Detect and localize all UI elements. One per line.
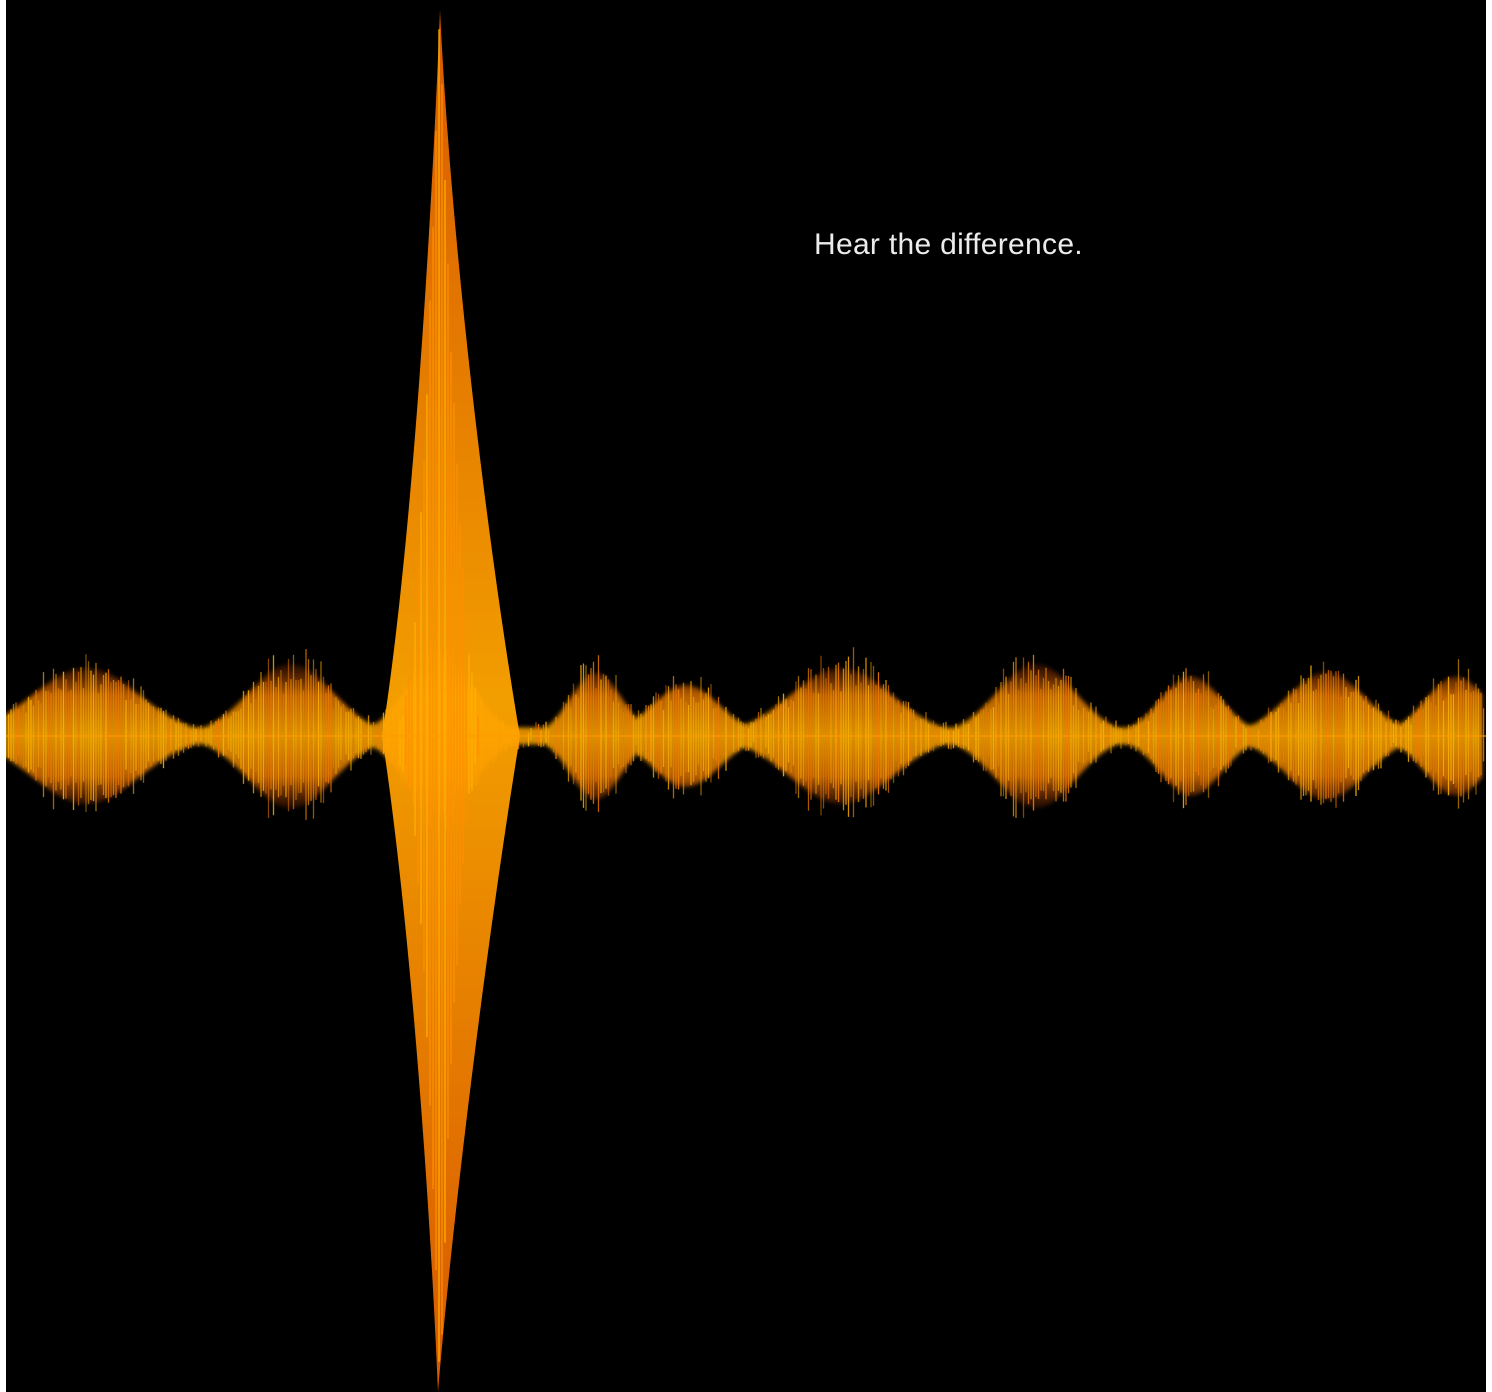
waveform-spike (382, 10, 520, 1392)
audio-waveform (6, 10, 1486, 1392)
headline-text: Hear the difference. (814, 228, 1083, 261)
waveform-panel: Hear the difference. (6, 0, 1486, 1392)
